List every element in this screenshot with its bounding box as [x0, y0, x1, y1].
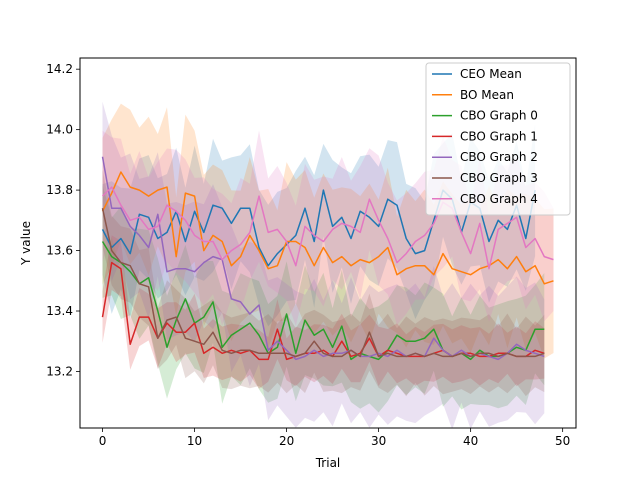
plot-frame — [79, 57, 577, 429]
x-axis-label: Trial — [315, 456, 341, 470]
y-axis: 13.2 13.4 13.6 13.8 14.0 14.2 — [46, 62, 80, 378]
y-tick-label: 13.6 — [46, 244, 73, 258]
line-series-1 — [101, 171, 554, 285]
line-series-0 — [101, 189, 536, 267]
confidence-bands — [102, 101, 554, 428]
y-axis-label: Y value — [19, 221, 33, 266]
line-series-5 — [101, 208, 545, 358]
legend: CEO Mean BO Mean CBO Graph 0 CBO Graph 1 CBO… — [425, 62, 571, 216]
x-tick-label: 10 — [187, 434, 202, 448]
band-series-3 — [102, 235, 545, 389]
x-tick-label: 40 — [463, 434, 478, 448]
legend-entry: CBO Graph 1 — [460, 129, 538, 143]
band-series-0 — [102, 124, 536, 327]
legend-entry: BO Mean — [460, 88, 514, 102]
legend-entry: CBO Graph 2 — [460, 150, 538, 164]
x-tick-label: 20 — [279, 434, 294, 448]
x-axis: 0 10 20 30 40 50 — [99, 428, 570, 448]
band-series-4 — [102, 101, 545, 428]
x-tick-label: 0 — [99, 434, 107, 448]
x-tick-label: 50 — [555, 434, 570, 448]
y-tick-label: 13.2 — [46, 364, 73, 378]
series-lines — [101, 156, 554, 361]
band-series-1 — [102, 103, 554, 359]
legend-frame — [425, 62, 571, 216]
line-series-2 — [101, 241, 545, 361]
y-tick-label: 14.2 — [46, 62, 73, 76]
line-series-3 — [101, 261, 545, 361]
x-tick-label: 30 — [371, 434, 386, 448]
y-tick-label: 13.4 — [46, 304, 73, 318]
legend-entry: CBO Graph 4 — [460, 192, 538, 206]
band-series-2 — [102, 185, 545, 413]
legend-entry: CBO Graph 3 — [460, 171, 538, 185]
legend-entry: CBO Graph 0 — [460, 109, 538, 123]
legend-entry: CEO Mean — [460, 67, 522, 81]
y-tick-label: 13.8 — [46, 183, 73, 197]
y-tick-label: 14.0 — [46, 123, 73, 137]
line-series-6 — [101, 186, 554, 270]
